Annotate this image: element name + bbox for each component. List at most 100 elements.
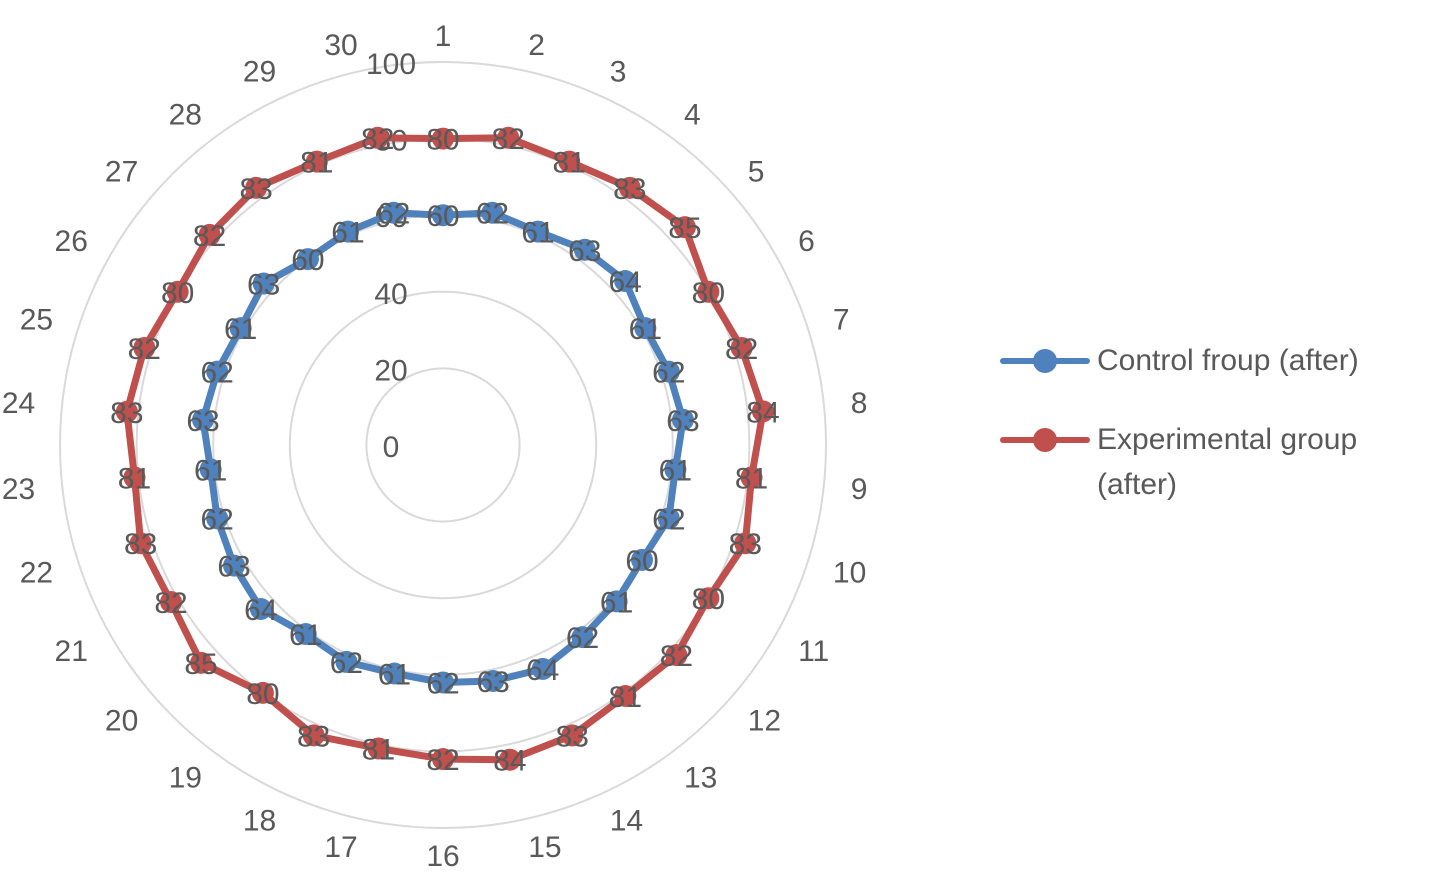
series-1-point-23 (115, 400, 138, 423)
data-label-s0-21: 62 (200, 503, 233, 536)
category-label-29: 30 (324, 29, 357, 62)
series-1-point-10 (697, 587, 720, 610)
series-0-point-24 (206, 360, 229, 383)
series-0-point-5 (634, 317, 657, 340)
series-0-point-27 (296, 248, 319, 271)
data-label-s0-9: 62 (652, 503, 685, 536)
series-1-point-19 (190, 651, 213, 674)
category-labels: 1 234567891011121314151617181920212223242… (2, 20, 868, 873)
series-0-point-8 (664, 458, 687, 481)
data-label-s1-11: 82 (660, 640, 693, 673)
series-1-point-2 (558, 150, 581, 173)
series-0-point-13 (531, 657, 554, 680)
grid-ring-2 (288, 290, 598, 600)
data-label-s0-10: 60 (625, 545, 658, 578)
category-label-5: 6 (798, 225, 815, 258)
series-0-point-1 (481, 201, 504, 224)
series-0 (192, 201, 694, 694)
category-label-20: 21 (55, 635, 88, 668)
data-label-s1-15: 82 (426, 744, 459, 777)
data-label-s1-16: 81 (362, 733, 395, 766)
series-layer (115, 126, 774, 771)
series-0-point-26 (252, 272, 275, 295)
category-label-4: 5 (748, 156, 765, 189)
series-0-point-10 (631, 548, 654, 571)
data-label-s1-18: 80 (246, 678, 279, 711)
data-label-s1-17: 83 (297, 720, 330, 753)
data-label-s0-13: 64 (526, 654, 559, 687)
series-0-point-6 (657, 360, 680, 383)
series-0-point-21 (206, 507, 229, 530)
series-0-point-3 (573, 238, 596, 261)
series-1-point-21 (129, 532, 152, 555)
legend-label-control: Control froup (after) (1097, 344, 1359, 377)
series-1-point-20 (160, 591, 183, 614)
data-label-s1-26: 82 (193, 220, 226, 253)
data-label-s0-24: 62 (200, 357, 233, 390)
series-0-point-4 (614, 269, 637, 292)
data-label-s1-23: 83 (110, 397, 143, 430)
category-label-9: 10 (833, 557, 866, 590)
data-label-s0-5: 61 (629, 313, 662, 346)
data-label-s1-21: 83 (124, 528, 157, 561)
data-label-s1-6: 82 (725, 333, 758, 366)
grid-ring-5 (59, 61, 827, 829)
legend-label-experimental: Experimental group (after) (1097, 423, 1358, 501)
data-label-s1-29: 82 (361, 123, 394, 156)
series-1-point-6 (730, 336, 753, 359)
data-label-s1-3: 83 (613, 173, 646, 206)
data-label-s0-1: 62 (476, 198, 509, 231)
data-label-s0-17: 62 (330, 647, 363, 680)
radial-tick-label-5: 100 (366, 48, 416, 81)
series-1-point-18 (251, 681, 274, 704)
data-label-s1-4: 85 (668, 212, 701, 245)
series-1-point-24 (133, 336, 156, 359)
data-label-s0-19: 64 (244, 594, 277, 627)
category-label-14: 15 (528, 831, 561, 864)
category-label-25: 26 (55, 225, 88, 258)
data-label-s0-14: 63 (476, 666, 509, 699)
series-0-point-17 (335, 650, 358, 673)
category-label-8: 9 (851, 473, 868, 506)
series-0-point-28 (336, 220, 359, 243)
series-1-point-8 (740, 466, 763, 489)
data-label-s0-25: 61 (224, 313, 257, 346)
data-label-s0-0: 60 (426, 200, 459, 233)
data-label-s0-22: 61 (194, 454, 227, 487)
category-label-1: 2 (528, 29, 545, 62)
series-1-point-29 (366, 126, 389, 149)
series-0-point-9 (657, 507, 680, 530)
series-0-point-18 (294, 623, 317, 646)
series-0-point-16 (383, 662, 406, 685)
data-label-s0-4: 64 (608, 266, 641, 299)
category-label-11: 12 (748, 704, 781, 737)
series-1-point-15 (432, 748, 454, 771)
category-label-2: 3 (610, 55, 627, 88)
category-label-3: 4 (684, 98, 701, 131)
category-label-15: 16 (426, 840, 459, 873)
series-1-point-4 (673, 216, 696, 239)
data-label-s1-10: 80 (692, 583, 725, 616)
data-label-s1-13: 83 (556, 720, 589, 753)
data-label-s0-3: 63 (568, 235, 601, 268)
data-label-s0-6: 62 (652, 357, 685, 390)
data-label-s0-16: 61 (378, 659, 411, 692)
series-0-point-29 (382, 201, 405, 224)
data-label-s0-29: 62 (377, 198, 410, 231)
legend-item-experimental: Experimental group (after) (1000, 417, 1425, 507)
data-label-s1-27: 83 (239, 173, 272, 206)
category-label-26: 27 (105, 156, 138, 189)
series-0-point-11 (605, 590, 628, 613)
data-label-s0-26: 63 (247, 269, 280, 302)
data-label-s1-14: 84 (493, 745, 526, 778)
data-label-s0-8: 61 (659, 454, 692, 487)
data-label-s0-18: 61 (289, 619, 322, 652)
legend-marker-control (1000, 349, 1090, 373)
data-label-layer: 60 62616364616263616260616264636261626164… (110, 123, 779, 778)
series-0-point-15 (432, 671, 454, 694)
series-1-point-13 (561, 724, 584, 747)
series-1-point-28 (305, 150, 328, 173)
data-label-s0-12: 62 (566, 622, 599, 655)
series-0-point-14 (482, 670, 505, 693)
